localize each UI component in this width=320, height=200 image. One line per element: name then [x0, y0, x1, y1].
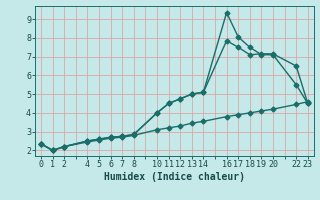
- X-axis label: Humidex (Indice chaleur): Humidex (Indice chaleur): [104, 172, 245, 182]
